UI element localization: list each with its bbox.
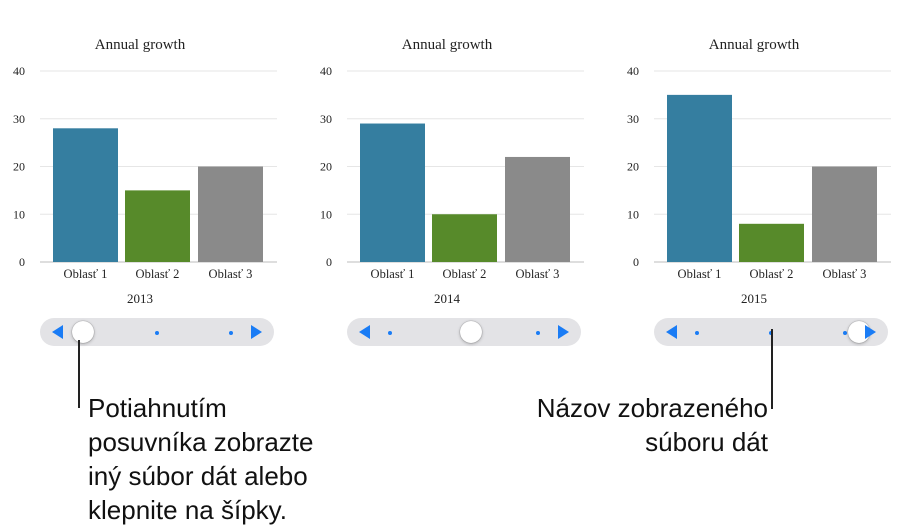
bar-chart: 0 10 20 30 40 Oblasť 1 Oblasť 2 Oblasť 3 bbox=[627, 64, 891, 281]
bar bbox=[812, 166, 877, 262]
previous-arrow-icon[interactable] bbox=[666, 325, 677, 339]
previous-arrow-icon[interactable] bbox=[359, 325, 370, 339]
x-tick-label: Oblasť 1 bbox=[678, 267, 722, 281]
step-dot[interactable] bbox=[843, 330, 847, 335]
next-arrow-icon[interactable] bbox=[558, 325, 569, 339]
chart-title: Annual growth bbox=[708, 37, 800, 53]
x-tick-label: Oblasť 2 bbox=[443, 267, 487, 281]
bar bbox=[739, 223, 804, 262]
bar bbox=[505, 156, 570, 262]
callout-line-dataset bbox=[771, 329, 773, 409]
step-dot[interactable] bbox=[388, 330, 392, 335]
bar-chart: 0 10 20 30 40 Oblasť 1 Oblasť 2 Oblasť 3 bbox=[320, 64, 584, 281]
bar-chart: 0 10 20 30 40 Oblasť 1 Oblasť 2 Oblasť 3 bbox=[13, 64, 277, 281]
slider-knob[interactable] bbox=[460, 321, 482, 343]
x-tick-label: Oblasť 3 bbox=[516, 267, 560, 281]
bar bbox=[53, 128, 118, 262]
chart-title: Annual growth bbox=[401, 37, 493, 53]
y-tick-label: 10 bbox=[320, 207, 332, 221]
previous-arrow-icon[interactable] bbox=[52, 325, 63, 339]
y-tick-label: 0 bbox=[326, 255, 332, 269]
slider-knob[interactable] bbox=[848, 321, 870, 343]
y-tick-label: 0 bbox=[19, 255, 25, 269]
y-tick-label: 20 bbox=[13, 160, 25, 174]
step-dot[interactable] bbox=[155, 330, 159, 335]
slider-knob[interactable] bbox=[72, 321, 94, 343]
bar bbox=[198, 166, 263, 262]
y-tick-label: 40 bbox=[13, 64, 25, 78]
chart-panel-2013: Annual growth 0 10 20 30 40 Oblasť 1 Oblasť 2 O… bbox=[0, 0, 280, 360]
bar bbox=[125, 190, 190, 262]
y-tick-label: 10 bbox=[13, 207, 25, 221]
y-tick-label: 30 bbox=[627, 112, 639, 126]
next-arrow-icon[interactable] bbox=[865, 325, 876, 339]
dataset-slider[interactable] bbox=[40, 318, 274, 346]
dataset-slider[interactable] bbox=[347, 318, 581, 346]
bar bbox=[360, 123, 425, 263]
chart-title: Annual growth bbox=[94, 37, 186, 53]
next-arrow-icon[interactable] bbox=[251, 325, 262, 339]
callout-line-slider bbox=[78, 340, 80, 408]
x-tick-label: Oblasť 2 bbox=[136, 267, 180, 281]
step-dot[interactable] bbox=[536, 330, 540, 335]
bar bbox=[432, 214, 497, 262]
y-tick-label: 20 bbox=[320, 160, 332, 174]
x-tick-label: Oblasť 1 bbox=[64, 267, 108, 281]
y-tick-label: 30 bbox=[320, 112, 332, 126]
step-dot[interactable] bbox=[695, 330, 699, 335]
chart-panel-2014: Annual growth 0 10 20 30 40 Oblasť 1 Oblasť 2 O… bbox=[307, 0, 587, 360]
y-tick-label: 40 bbox=[627, 64, 639, 78]
y-tick-label: 10 bbox=[627, 207, 639, 221]
callout-dataset-text: Názov zobrazeného súboru dát bbox=[536, 393, 768, 457]
chart-panel-2015: Annual growth 0 10 20 30 40 Oblasť 1 Oblasť 2 O… bbox=[614, 0, 894, 360]
y-tick-label: 0 bbox=[633, 255, 639, 269]
callout-slider-text: Potiahnutím posuvníka zobrazte iný súbor… bbox=[88, 393, 314, 525]
bar bbox=[667, 94, 732, 262]
x-tick-label: Oblasť 3 bbox=[209, 267, 253, 281]
x-tick-label: Oblasť 3 bbox=[823, 267, 867, 281]
x-tick-label: Oblasť 2 bbox=[750, 267, 794, 281]
dataset-name: 2013 bbox=[127, 291, 153, 306]
dataset-name: 2015 bbox=[741, 291, 767, 306]
y-tick-label: 20 bbox=[627, 160, 639, 174]
x-tick-label: Oblasť 1 bbox=[371, 267, 415, 281]
dataset-name: 2014 bbox=[434, 291, 460, 306]
step-dot[interactable] bbox=[229, 330, 233, 335]
y-tick-label: 40 bbox=[320, 64, 332, 78]
y-tick-label: 30 bbox=[13, 112, 25, 126]
